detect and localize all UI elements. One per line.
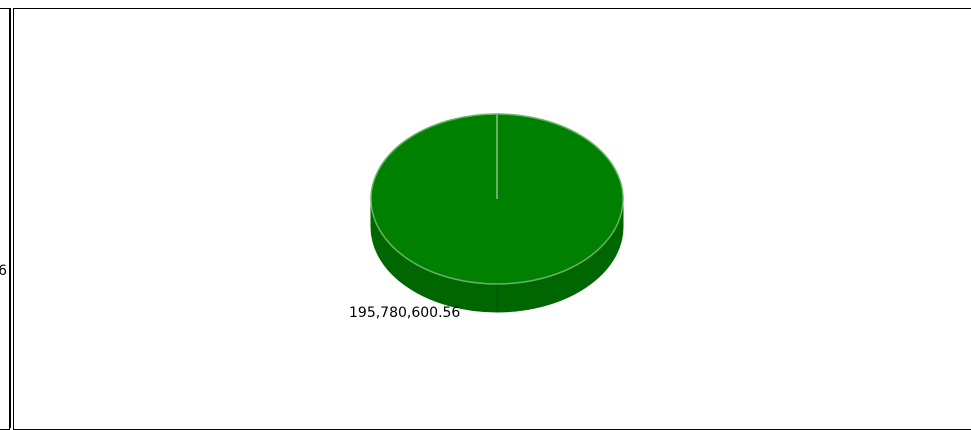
slice-data-label: 195,780,600.56 xyxy=(349,305,460,321)
left-panel-divider xyxy=(10,8,11,428)
left-panel-clipped-label: 6 xyxy=(0,263,7,279)
pie-group xyxy=(370,113,624,313)
pie-chart: 195,780,600.56 xyxy=(349,113,624,321)
